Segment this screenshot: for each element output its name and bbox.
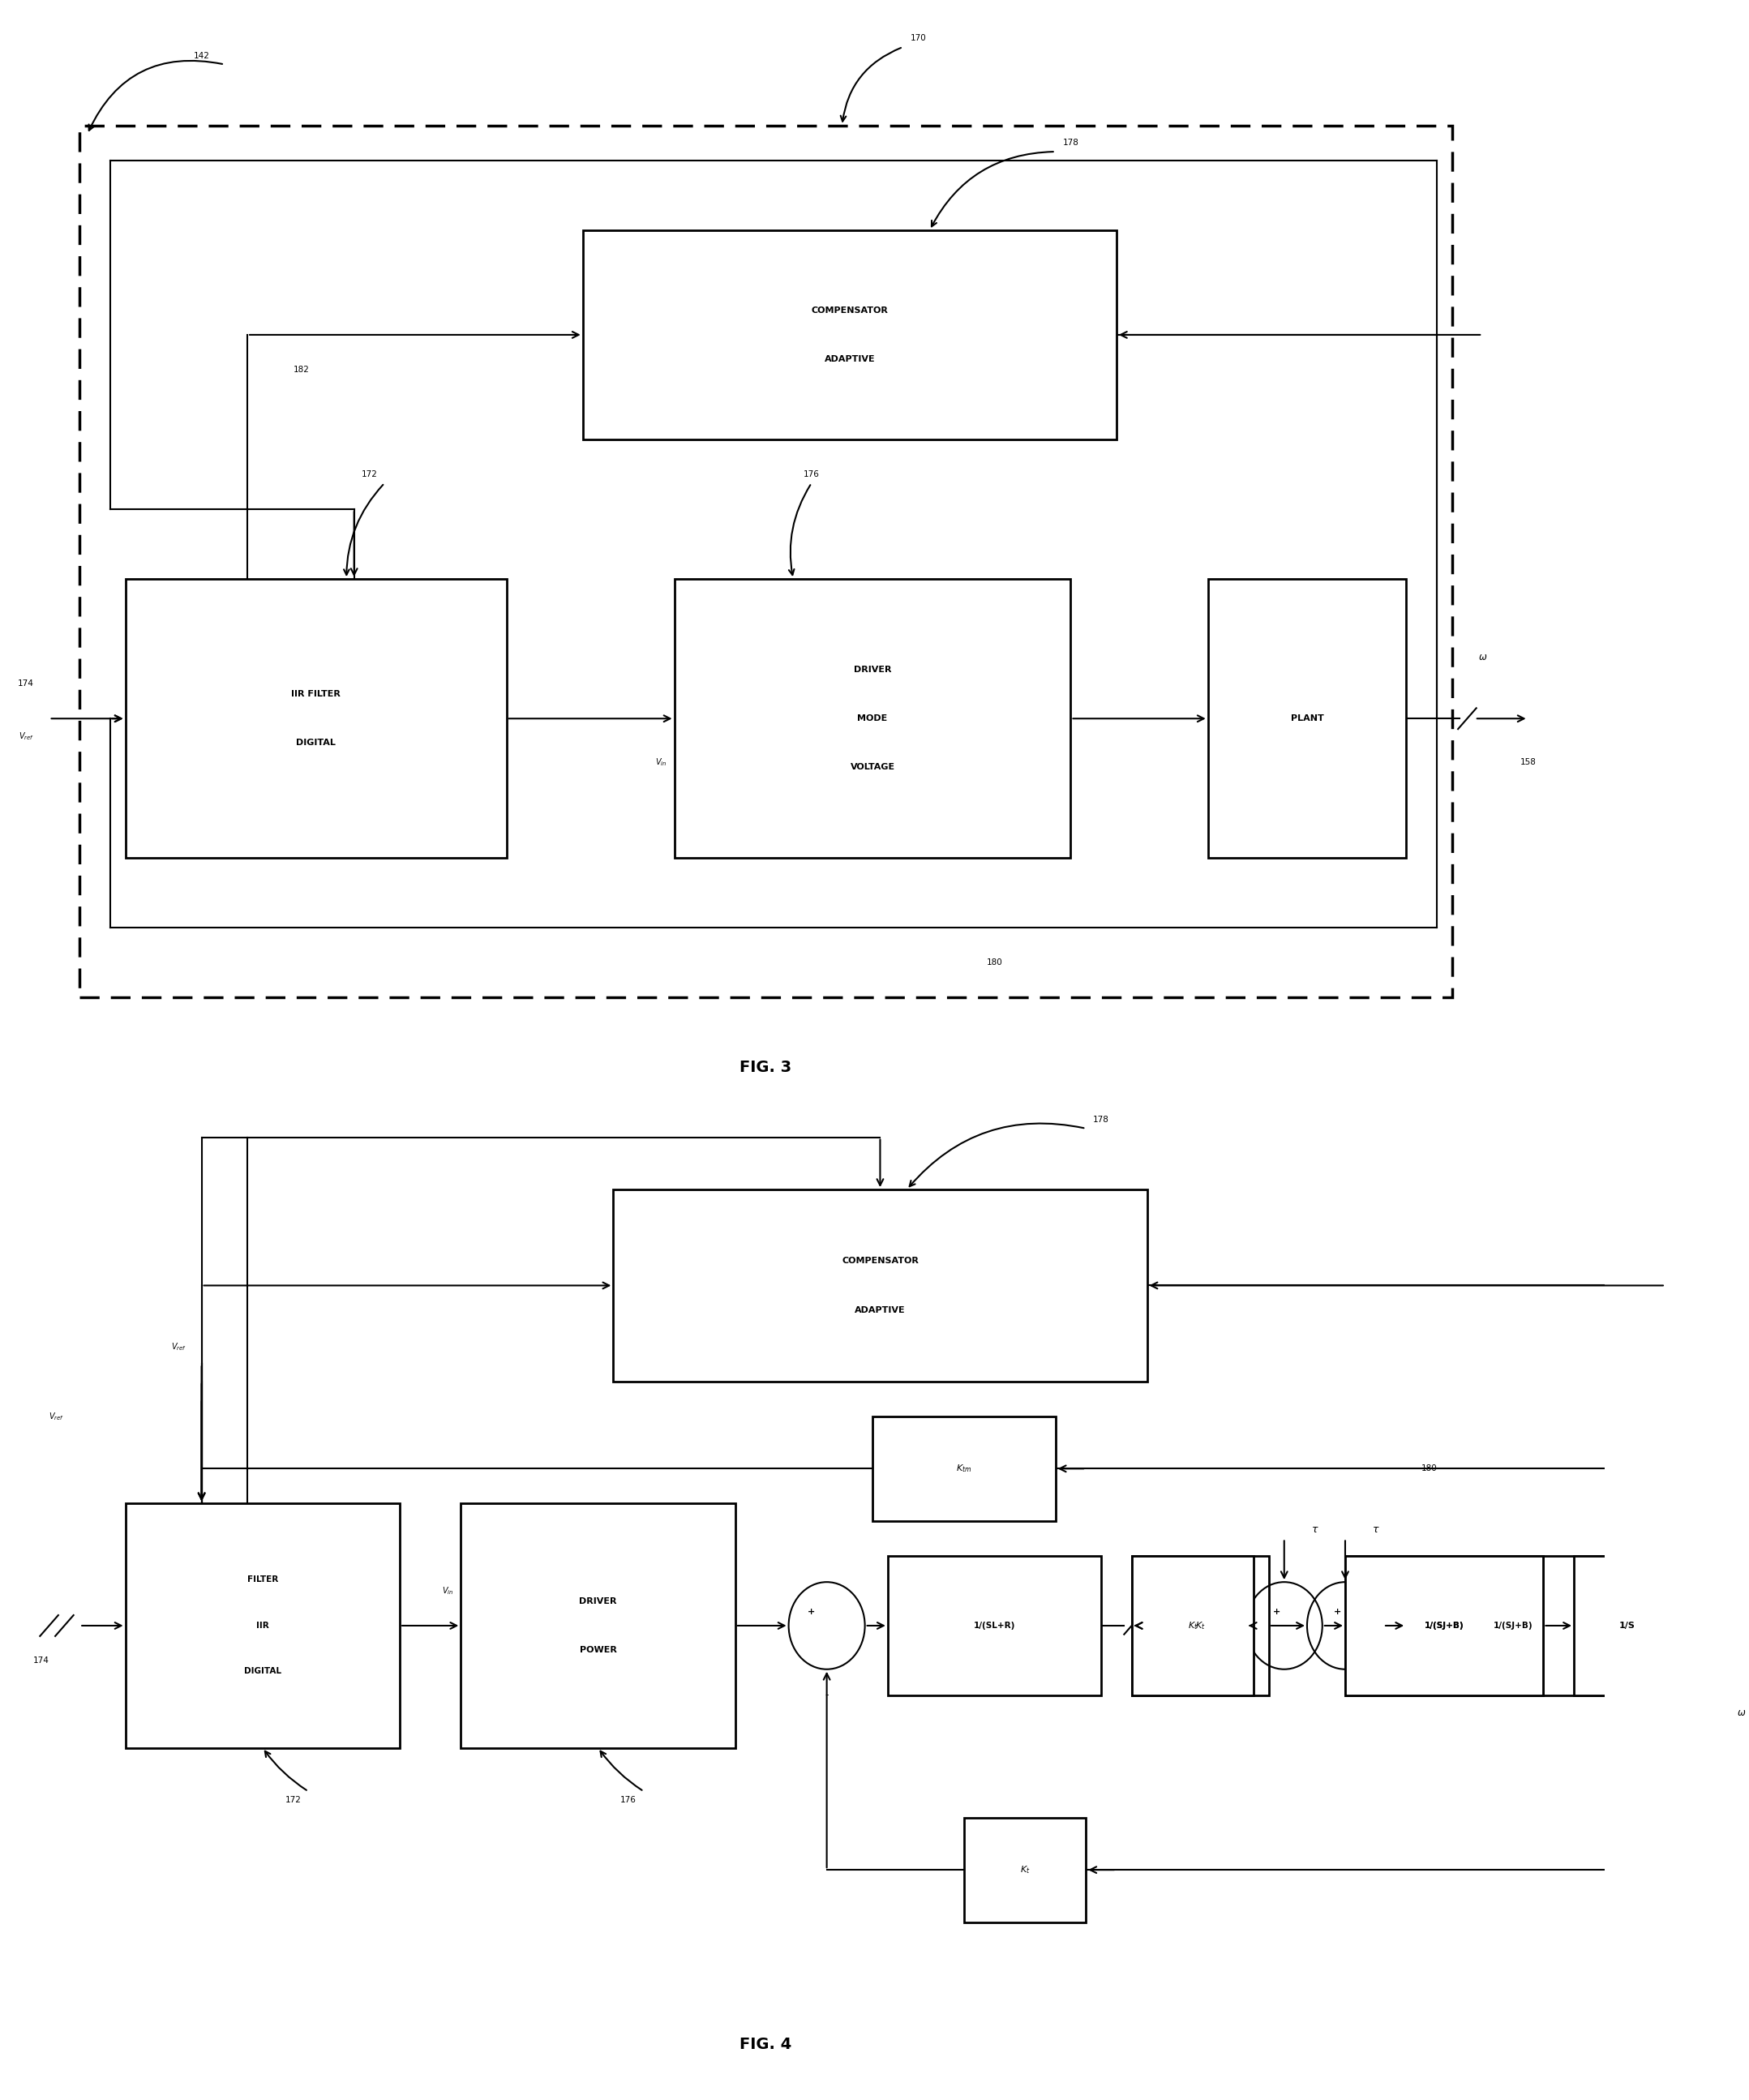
- Bar: [1345, 1556, 1543, 1695]
- Text: +: +: [808, 1609, 815, 1615]
- Text: $V_{ref}$: $V_{ref}$: [171, 1342, 187, 1352]
- Text: COMPENSATOR: COMPENSATOR: [841, 1258, 918, 1264]
- Text: $\tau$: $\tau$: [1310, 1525, 1319, 1535]
- Bar: [460, 1504, 735, 1747]
- Bar: [675, 580, 1070, 859]
- Text: IIR FILTER: IIR FILTER: [292, 691, 341, 697]
- Text: 178: 178: [1093, 1115, 1109, 1124]
- Bar: [80, 126, 1452, 998]
- Text: PLANT: PLANT: [1291, 714, 1324, 722]
- Text: 158: 158: [1520, 758, 1537, 767]
- Bar: [126, 580, 507, 859]
- Text: DIGITAL: DIGITAL: [243, 1667, 282, 1676]
- Text: 172: 172: [362, 470, 378, 479]
- Text: VOLTAGE: VOLTAGE: [850, 764, 895, 771]
- Text: 182: 182: [294, 365, 310, 374]
- Bar: [873, 1415, 1055, 1520]
- Text: 180: 180: [1422, 1464, 1438, 1472]
- Text: 174: 174: [17, 680, 33, 687]
- Text: MODE: MODE: [857, 714, 887, 722]
- Text: 1/(SL+R): 1/(SL+R): [974, 1621, 1016, 1630]
- Text: DRIVER: DRIVER: [854, 666, 892, 674]
- Text: 172: 172: [285, 1796, 301, 1804]
- Text: $V_{in}$: $V_{in}$: [441, 1586, 453, 1596]
- Bar: [1345, 1556, 1543, 1695]
- Text: $\omega$: $\omega$: [1737, 1707, 1746, 1718]
- Text: 174: 174: [33, 1657, 49, 1665]
- Bar: [1574, 1556, 1681, 1695]
- Text: FIG. 3: FIG. 3: [740, 1060, 792, 1075]
- Text: $V_{ref}$: $V_{ref}$: [49, 1411, 65, 1422]
- Text: $K_t$: $K_t$: [1195, 1619, 1205, 1632]
- Bar: [582, 231, 1116, 439]
- Bar: [1132, 1556, 1254, 1695]
- Text: ADAPTIVE: ADAPTIVE: [824, 355, 874, 363]
- Text: 180: 180: [986, 960, 1002, 966]
- Text: 176: 176: [803, 470, 820, 479]
- Text: $K_t$: $K_t$: [1188, 1619, 1198, 1632]
- Text: -: -: [826, 1691, 829, 1701]
- Text: 1/S: 1/S: [1620, 1621, 1635, 1630]
- Text: 1/(SJ+B): 1/(SJ+B): [1425, 1621, 1464, 1630]
- Text: $\tau$: $\tau$: [1371, 1525, 1380, 1535]
- Text: IIR: IIR: [255, 1621, 269, 1630]
- Text: $K_{tm}$: $K_{tm}$: [957, 1464, 972, 1474]
- Text: $\omega$: $\omega$: [1478, 653, 1487, 664]
- Text: 1/(SJ+B): 1/(SJ+B): [1494, 1621, 1532, 1630]
- Text: $K_t$: $K_t$: [1020, 1865, 1030, 1875]
- Bar: [614, 1189, 1147, 1382]
- Text: DRIVER: DRIVER: [579, 1598, 617, 1604]
- Text: FIG. 4: FIG. 4: [740, 2037, 792, 2052]
- Text: FILTER: FILTER: [247, 1575, 278, 1583]
- Bar: [126, 1504, 401, 1747]
- Text: +: +: [1273, 1609, 1280, 1615]
- Bar: [1132, 1556, 1270, 1695]
- Text: $V_{ref}$: $V_{ref}$: [19, 731, 33, 741]
- Text: 178: 178: [1063, 139, 1079, 147]
- Text: 142: 142: [194, 52, 210, 59]
- Text: 176: 176: [621, 1796, 637, 1804]
- Text: COMPENSATOR: COMPENSATOR: [812, 307, 888, 315]
- Bar: [964, 1816, 1086, 1922]
- Text: +: +: [1334, 1609, 1341, 1615]
- Bar: [1406, 1556, 1620, 1695]
- Text: POWER: POWER: [579, 1646, 617, 1655]
- Text: ADAPTIVE: ADAPTIVE: [855, 1306, 906, 1315]
- Text: DIGITAL: DIGITAL: [296, 739, 336, 748]
- Bar: [888, 1556, 1102, 1695]
- Bar: [1209, 580, 1406, 859]
- Text: 1/(SJ+B): 1/(SJ+B): [1425, 1621, 1464, 1630]
- Text: $V_{in}$: $V_{in}$: [654, 756, 666, 769]
- Text: 170: 170: [909, 34, 927, 42]
